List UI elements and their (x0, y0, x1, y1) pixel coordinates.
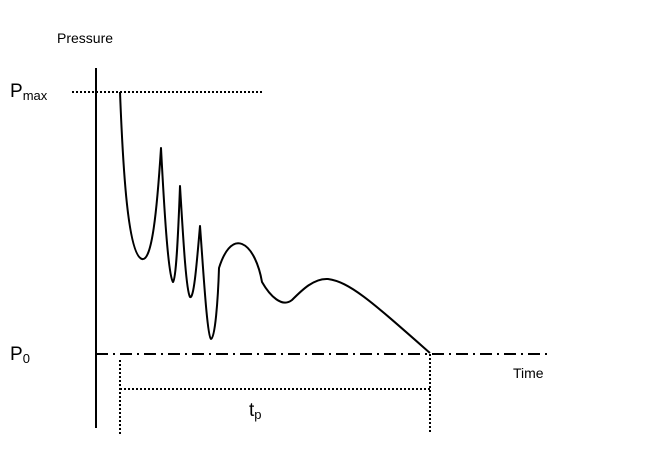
tp-label: tp (249, 400, 262, 422)
p0-label-main: P (10, 344, 23, 365)
p0-label-sub: 0 (23, 351, 30, 366)
x-axis-label: Time (513, 365, 544, 381)
pmax-label-main: P (10, 81, 23, 102)
tp-label-sub: p (254, 407, 261, 422)
p0-label: P0 (10, 344, 30, 366)
tp-label-main: t (249, 400, 255, 421)
pmax-label-sub: max (23, 88, 48, 103)
pressure-curve (119, 91, 431, 354)
pmax-label: Pmax (10, 81, 48, 103)
y-axis-label: Pressure (57, 30, 113, 46)
